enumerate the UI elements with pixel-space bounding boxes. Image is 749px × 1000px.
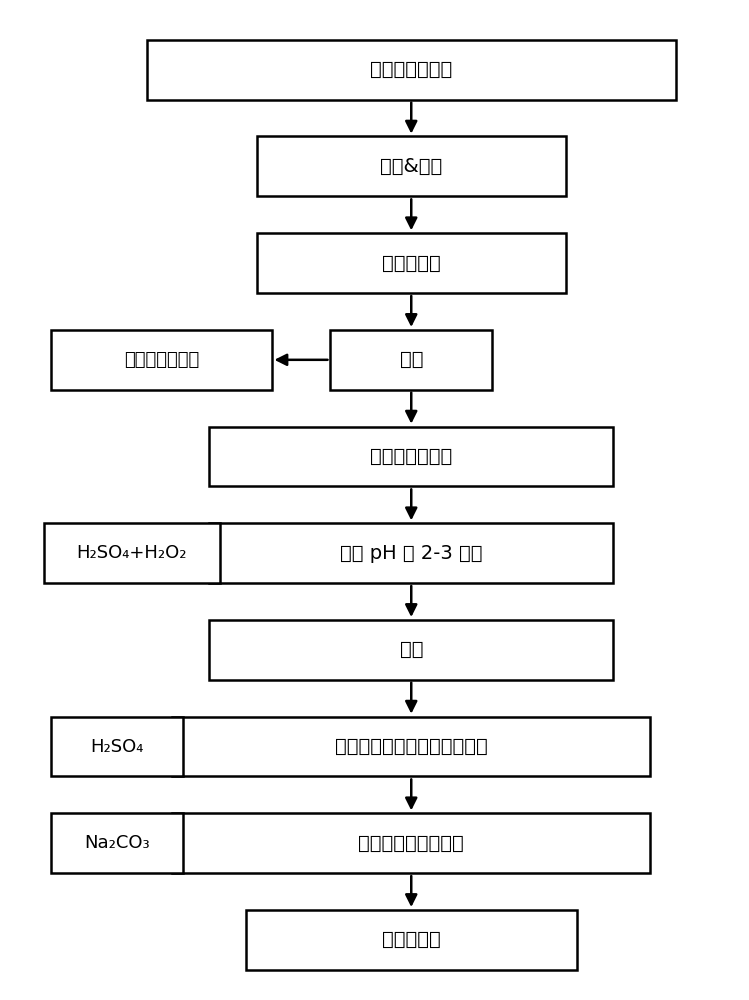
Text: 铝盐用作粘结剂: 铝盐用作粘结剂: [124, 351, 199, 369]
Text: 通过吸附锂离子树脂或分子筛: 通过吸附锂离子树脂或分子筛: [335, 737, 488, 756]
Text: 压滤得正极粉末: 压滤得正极粉末: [370, 447, 452, 466]
Bar: [257, 233, 565, 293]
Text: 废旧锂离子电池: 废旧锂离子电池: [370, 60, 452, 79]
Text: 调整 pH 值 2-3 左右: 调整 pH 值 2-3 左右: [340, 544, 482, 563]
Bar: [51, 717, 184, 776]
Bar: [172, 813, 650, 873]
Bar: [51, 330, 272, 390]
Text: 酸反洗得到含锂溶液: 酸反洗得到含锂溶液: [358, 834, 464, 853]
Text: 碱浸: 碱浸: [399, 350, 423, 369]
Bar: [209, 427, 613, 486]
Bar: [330, 330, 492, 390]
Text: 放电&拆解: 放电&拆解: [380, 157, 443, 176]
Text: 除杂: 除杂: [399, 640, 423, 659]
Text: 碳酸锂产品: 碳酸锂产品: [382, 930, 440, 949]
Bar: [43, 523, 220, 583]
Bar: [257, 136, 565, 196]
Text: Na₂CO₃: Na₂CO₃: [85, 834, 150, 852]
Text: H₂SO₄+H₂O₂: H₂SO₄+H₂O₂: [76, 544, 187, 562]
Text: H₂SO₄: H₂SO₄: [91, 738, 144, 756]
Bar: [172, 717, 650, 776]
Bar: [209, 620, 613, 680]
Text: 正极集流体: 正极集流体: [382, 254, 440, 273]
Bar: [246, 910, 577, 970]
Bar: [147, 40, 676, 100]
Bar: [51, 813, 184, 873]
Bar: [209, 523, 613, 583]
